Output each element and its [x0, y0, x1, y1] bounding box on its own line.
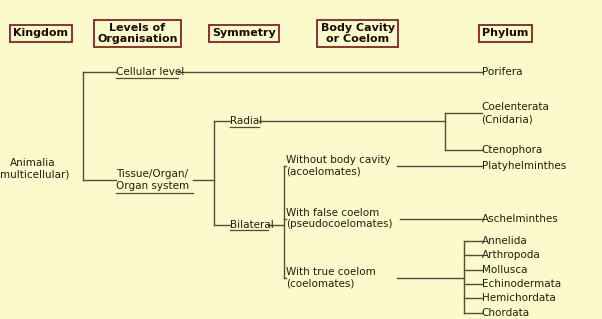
Text: Phylum: Phylum: [482, 28, 529, 39]
Text: Without body cavity
(acoelomates): Without body cavity (acoelomates): [286, 155, 391, 177]
Text: Porifera: Porifera: [482, 67, 522, 77]
Text: Radial: Radial: [230, 116, 262, 126]
Text: Levels of
Organisation: Levels of Organisation: [97, 23, 178, 44]
Text: Chordata: Chordata: [482, 308, 530, 318]
Text: Hemichordata: Hemichordata: [482, 293, 556, 303]
Text: Aschelminthes: Aschelminthes: [482, 213, 558, 224]
Text: Ctenophora: Ctenophora: [482, 145, 543, 155]
Text: Mollusca: Mollusca: [482, 264, 527, 275]
Text: Body Cavity
or Coelom: Body Cavity or Coelom: [320, 23, 395, 44]
Text: Platyhelminthes: Platyhelminthes: [482, 161, 566, 171]
Text: Animalia
(multicellular): Animalia (multicellular): [0, 158, 70, 180]
Text: Tissue/Organ/
Organ system: Tissue/Organ/ Organ system: [116, 169, 188, 191]
Text: Cellular level: Cellular level: [116, 67, 184, 77]
Text: With true coelom
(coelomates): With true coelom (coelomates): [286, 267, 376, 288]
Text: With false coelom
(pseudocoelomates): With false coelom (pseudocoelomates): [286, 208, 393, 229]
Text: Bilateral: Bilateral: [230, 220, 274, 230]
Text: Symmetry: Symmetry: [212, 28, 276, 39]
Text: Kingdom: Kingdom: [13, 28, 69, 39]
Text: Echinodermata: Echinodermata: [482, 279, 560, 289]
Text: Annelida: Annelida: [482, 236, 527, 246]
Text: Arthropoda: Arthropoda: [482, 250, 541, 260]
Text: Coelenterata
(Cnidaria): Coelenterata (Cnidaria): [482, 102, 550, 124]
